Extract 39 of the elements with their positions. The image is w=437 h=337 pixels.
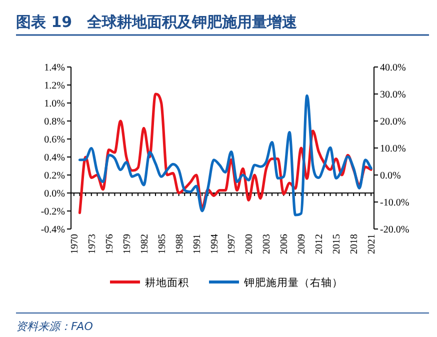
x-tick-label: 2015 <box>332 234 343 254</box>
chart-title: 图表 19 全球耕地面积及钾肥施用量增速 <box>16 13 298 31</box>
x-tick-label: 2000 <box>244 234 256 254</box>
x-tick-label: 2012 <box>314 234 326 254</box>
x-tick-label: 1979 <box>122 234 133 254</box>
x-tick-label: 2018 <box>349 234 360 254</box>
y-tick-label: 0.2% <box>44 170 65 182</box>
y-tick-label: 0.8% <box>44 116 65 128</box>
y2-tick-label: 40.0% <box>380 62 406 74</box>
y-tick-label: 0.4% <box>44 152 65 164</box>
y2-tick-label: 10.0% <box>380 144 406 154</box>
y-tick-label: -0.4% <box>40 224 65 236</box>
y-tick-label: 1.2% <box>44 80 65 92</box>
x-tick-label: 1994 <box>209 234 220 254</box>
x-tick-label: 1991 <box>192 234 203 254</box>
x-tick-label: 1970 <box>69 234 80 254</box>
y-tick-label: 0.6% <box>44 134 65 146</box>
y2-tick-label: 0.0% <box>380 170 401 182</box>
y-tick-label: 1.4% <box>44 62 65 74</box>
legend-label: 钾肥施用量（右轴） <box>243 276 343 289</box>
y2-tick-label: -10.0% <box>380 198 410 208</box>
text: 资料来源：FAO <box>16 320 94 333</box>
x-tick-label: 1997 <box>226 234 238 254</box>
y-tick-label: 1.0% <box>44 98 65 110</box>
y-tick-label: -0.2% <box>40 206 65 218</box>
legend-label: 耕地面积 <box>145 276 189 289</box>
x-tick-label: 1985 <box>156 234 168 254</box>
x-tick-label: 1982 <box>139 234 150 254</box>
x-tick-label: 2003 <box>262 234 273 254</box>
x-tick-label: 2006 <box>279 234 290 254</box>
x-tick-label: 2021 <box>366 234 378 254</box>
y2-tick-label: -20.0% <box>380 224 410 236</box>
x-tick-label: 1988 <box>174 234 186 254</box>
x-tick-label: 1973 <box>86 234 98 254</box>
x-tick-label: 1976 <box>104 234 116 254</box>
y2-tick-label: 30.0% <box>380 90 406 100</box>
y-tick-label: 0.0% <box>44 188 65 200</box>
x-tick-label: 2009 <box>296 234 308 254</box>
y2-tick-label: 20.0% <box>380 116 406 128</box>
